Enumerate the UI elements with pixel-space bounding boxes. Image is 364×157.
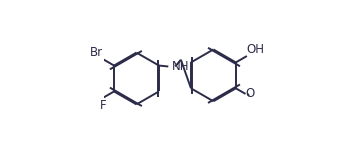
Text: OH: OH	[247, 43, 265, 56]
Text: Br: Br	[90, 46, 103, 59]
Text: F: F	[100, 99, 107, 112]
Text: O: O	[245, 87, 254, 100]
Text: NH: NH	[172, 60, 189, 73]
